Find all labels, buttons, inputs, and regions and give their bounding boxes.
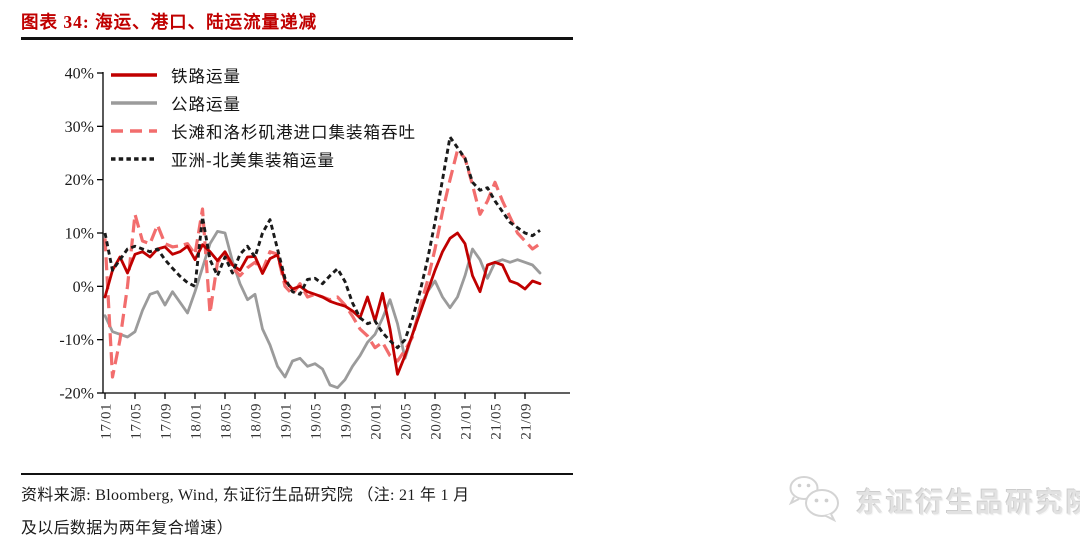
y-axis-tick-label: 10% [65,226,94,243]
y-axis-tick-label: 0% [73,279,94,296]
title-underline [21,37,573,40]
y-axis-tick-label: 30% [65,119,94,136]
x-axis-tick-label: 20/09 [429,403,445,440]
figure-title: 图表 34: 海运、港口、陆运流量递减 [21,12,318,32]
wechat-icon [784,472,846,529]
series-rail-line [103,231,542,376]
legend-sample-road [111,101,157,105]
x-axis-tick-label: 18/05 [219,403,235,440]
x-axis-tick-label: 21/09 [519,403,535,440]
x-axis-tick-label: 20/05 [399,403,415,440]
legend-sample-rail [111,73,157,77]
x-axis-tick-label: 17/05 [129,403,145,440]
x-axis-tick-label: 17/01 [99,403,115,440]
x-axis-tick-label: 19/05 [309,403,325,440]
series-road-line [103,230,542,390]
x-axis-tick-label: 18/01 [189,403,205,440]
legend-sample-asia_na [111,157,157,161]
x-axis-tick-label: 18/09 [249,403,265,440]
legend-label-rail: 铁路运量 [171,67,241,86]
legend-sample-ports [111,129,157,133]
x-axis-tick-label: 19/09 [339,403,355,440]
legend-label-asia_na: 亚洲-北美集装箱运量 [171,151,335,170]
y-axis-tick-label: 20% [65,172,94,189]
legend-item-rail: 铁路运量 [110,61,416,89]
y-axis-tick-label: -20% [59,386,94,403]
x-axis-tick-label: 21/01 [459,403,475,440]
x-axis-tick-label: 20/01 [369,403,385,440]
x-axis-tick-label: 17/09 [159,403,175,440]
y-axis-tick-label: -10% [59,332,94,349]
chart-legend: 铁路运量公路运量长滩和洛杉矶港进口集装箱吞吐 亚洲-北美集装箱运量 [110,61,416,173]
x-axis-tick-label: 21/05 [489,403,505,440]
series-asia_na-line [103,135,541,350]
legend-label-road: 公路运量 [171,95,241,114]
source-note: 资料来源: Bloomberg, Wind, 东证衍生品研究院 （注: 21 年… [21,479,596,545]
legend-item-ports: 长滩和洛杉矶港进口集装箱吞吐 [110,117,416,145]
y-axis-tick-label: 40% [65,66,94,83]
footer-divider [21,473,573,475]
watermark-text: 东证衍生品研究院 [856,488,1080,518]
source-note-line1: 资料来源: Bloomberg, Wind, 东证衍生品研究院 （注: 21 年… [21,487,470,504]
legend-item-road: 公路运量 [110,89,416,117]
watermark: 东证衍生品研究院 [784,472,1080,529]
x-axis-tick-label: 19/01 [279,403,295,440]
legend-label-ports: 长滩和洛杉矶港进口集装箱吞吐 [171,123,416,142]
source-note-line2: 及以后数据为两年复合增速） [21,520,233,537]
legend-item-asia_na: 亚洲-北美集装箱运量 [110,145,416,173]
